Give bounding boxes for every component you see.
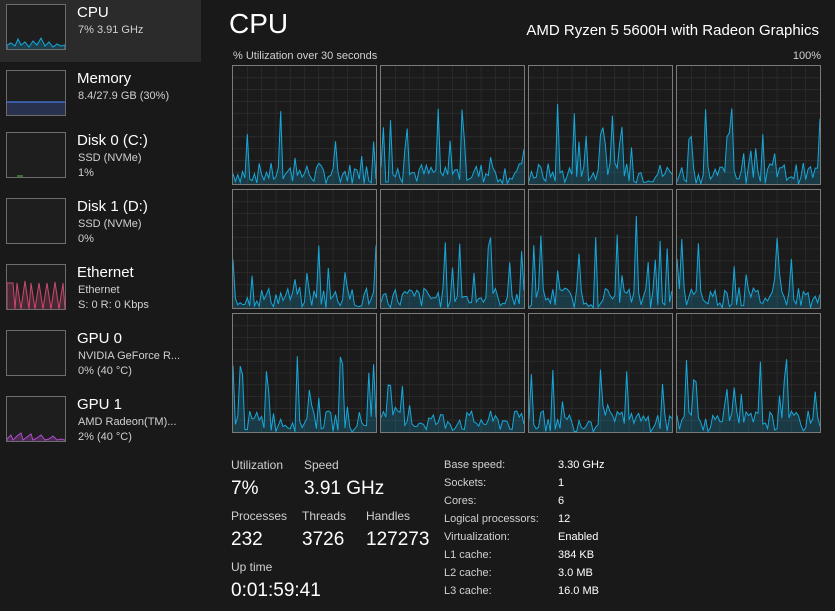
sidebar-item-subtitle: Ethernet <box>78 284 120 296</box>
logical-processor-graph <box>676 313 821 433</box>
spec-label-l1-cache: L1 cache: <box>444 549 492 561</box>
spec-label-l2-cache: L2 cache: <box>444 567 492 579</box>
logical-processor-graphs <box>232 65 825 435</box>
sidebar-item-memory[interactable]: Memory 8.4/27.9 GB (30%) <box>0 66 201 128</box>
utilization-max-label: 100% <box>792 50 821 62</box>
logical-processor-graph <box>528 313 673 433</box>
spec-value-cores: 6 <box>558 495 565 507</box>
cpu-core-chart <box>677 314 820 432</box>
cpu-core-chart <box>233 190 376 308</box>
utilization-caption: % Utilization over 30 seconds <box>233 50 378 62</box>
processes-label: Processes <box>231 509 288 523</box>
cpu-core-chart <box>529 314 672 432</box>
spec-label-base-speed: Base speed: <box>444 459 506 471</box>
logical-processor-graph <box>676 65 821 185</box>
cpu-core-chart <box>677 190 820 308</box>
memory-thumbnail-chart <box>7 101 65 115</box>
memory-thumbnail-graph <box>6 70 66 116</box>
logical-processor-graph <box>528 65 673 185</box>
sidebar-item-disk-1[interactable]: Disk 1 (D:) SSD (NVMe) 0% <box>0 194 201 256</box>
cpu-core-chart <box>381 66 524 184</box>
processor-name: AMD Ryzen 5 5600H with Radeon Graphics <box>526 22 819 39</box>
cpu-core-chart <box>381 190 524 308</box>
sidebar-item-subtitle: NVIDIA GeForce R... <box>78 350 181 362</box>
cpu-core-chart <box>529 66 672 184</box>
spec-label-l3-cache: L3 cache: <box>444 585 492 597</box>
logical-processor-graph <box>380 189 525 309</box>
sidebar-item-subtitle: SSD (NVMe) <box>78 152 142 164</box>
spec-value-l3-cache: 16.0 MB <box>558 585 599 597</box>
sidebar-item-title: Disk 0 (C:) <box>77 132 148 149</box>
cpu-core-chart <box>233 314 376 432</box>
gpu0-thumbnail-graph <box>6 330 66 376</box>
cpu-thumbnail-graph <box>6 4 66 50</box>
sidebar-item-title: GPU 0 <box>77 330 123 347</box>
spec-value-virtualization: Enabled <box>558 531 599 543</box>
sidebar-item-detail: 0% (40 °C) <box>78 365 132 377</box>
cpu-core-chart <box>529 190 672 308</box>
sidebar-item-title: Ethernet <box>77 264 134 281</box>
logical-processor-graph <box>232 65 377 185</box>
sidebar-item-cpu[interactable]: CPU 7% 3.91 GHz <box>0 0 201 62</box>
sidebar-item-subtitle: SSD (NVMe) <box>78 218 142 230</box>
speed-value: 3.91 GHz <box>304 478 385 499</box>
logical-processor-graph <box>528 189 673 309</box>
cpu-core-chart <box>381 314 524 432</box>
logical-processor-graph <box>380 313 525 433</box>
spec-value-sockets: 1 <box>558 477 565 489</box>
logical-processor-graph <box>676 189 821 309</box>
disk0-thumbnail-chart <box>17 175 23 177</box>
ethernet-thumbnail-chart <box>7 280 65 309</box>
sidebar-item-title: GPU 1 <box>77 396 123 413</box>
uptime-value: 0:01:59:41 <box>231 580 321 601</box>
spec-label-virtualization: Virtualization: <box>444 531 510 543</box>
sidebar-item-ethernet[interactable]: Ethernet Ethernet S: 0 R: 0 Kbps <box>0 260 201 322</box>
spec-value-l1-cache: 384 KB <box>558 549 595 561</box>
gpu1-thumbnail-chart <box>7 432 65 441</box>
handles-label: Handles <box>366 509 411 523</box>
spec-label-cores: Cores: <box>444 495 477 507</box>
disk1-thumbnail-graph <box>6 198 66 244</box>
logical-processor-graph <box>232 189 377 309</box>
page-title: CPU <box>229 8 289 39</box>
speed-label: Speed <box>304 458 339 472</box>
sidebar-item-detail: 0% <box>78 233 94 245</box>
sidebar-item-subtitle: AMD Radeon(TM)... <box>78 416 177 428</box>
cpu-core-chart <box>233 66 376 184</box>
sidebar-item-gpu-0[interactable]: GPU 0 NVIDIA GeForce R... 0% (40 °C) <box>0 326 201 388</box>
cpu-thumbnail-chart <box>7 36 65 49</box>
gpu1-thumbnail-graph <box>6 396 66 442</box>
sidebar-item-title: Disk 1 (D:) <box>77 198 148 215</box>
spec-label-logical-processors: Logical processors: <box>444 513 539 525</box>
sidebar-item-subtitle: 8.4/27.9 GB (30%) <box>78 90 170 102</box>
spec-value-l2-cache: 3.0 MB <box>558 567 593 579</box>
sidebar-item-subtitle: 7% 3.91 GHz <box>78 24 144 36</box>
sidebar-item-gpu-1[interactable]: GPU 1 AMD Radeon(TM)... 2% (40 °C) <box>0 392 201 454</box>
spec-value-base-speed: 3.30 GHz <box>558 459 605 471</box>
utilization-label: Utilization <box>231 458 284 472</box>
threads-value: 3726 <box>302 529 345 550</box>
uptime-label: Up time <box>231 560 273 574</box>
logical-processor-graph <box>232 313 377 433</box>
sidebar-item-detail: S: 0 R: 0 Kbps <box>78 299 149 311</box>
spec-value-logical-processors: 12 <box>558 513 571 525</box>
handles-value: 127273 <box>366 529 430 550</box>
ethernet-thumbnail-graph <box>6 264 66 310</box>
logical-processor-graph <box>380 65 525 185</box>
sidebar-item-detail: 2% (40 °C) <box>78 431 132 443</box>
sidebar-item-title: Memory <box>77 70 132 87</box>
disk0-thumbnail-graph <box>6 132 66 178</box>
sidebar-item-disk-0[interactable]: Disk 0 (C:) SSD (NVMe) 1% <box>0 128 201 190</box>
processes-value: 232 <box>231 529 263 550</box>
threads-label: Threads <box>302 509 347 523</box>
utilization-value: 7% <box>231 478 259 499</box>
performance-sidebar: CPU 7% 3.91 GHz Memory 8.4/27.9 GB (30%)… <box>0 0 201 611</box>
spec-label-sockets: Sockets: <box>444 477 487 489</box>
sidebar-item-detail: 1% <box>78 167 94 179</box>
sidebar-item-title: CPU <box>77 4 109 21</box>
cpu-core-chart <box>677 66 820 184</box>
